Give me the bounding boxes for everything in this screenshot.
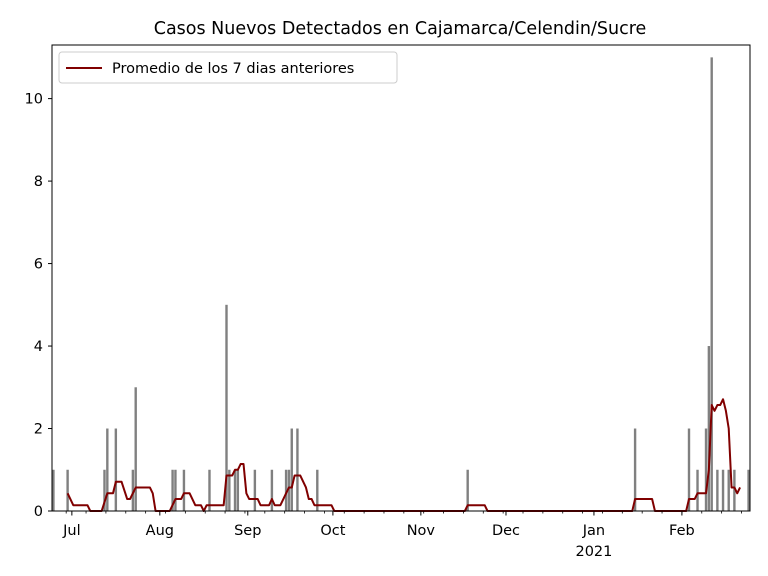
bar <box>228 469 231 511</box>
x-tick-label: Dec <box>492 523 520 539</box>
y-tick-label: 10 <box>25 92 43 108</box>
y-tick-label: 4 <box>34 339 43 355</box>
x-tick-label: Feb <box>669 523 695 539</box>
bar <box>316 469 319 511</box>
bar <box>134 387 137 511</box>
average-line-series <box>66 398 741 512</box>
bar <box>466 469 469 511</box>
x-axis: Jul Aug Sep Oct Nov Dec Jan 2021 Feb <box>62 511 742 560</box>
bar <box>696 469 699 511</box>
bar <box>747 469 750 511</box>
bar <box>182 469 186 511</box>
bar <box>633 428 637 511</box>
bar-series <box>52 57 750 512</box>
plot-frame <box>51 44 751 512</box>
bar <box>208 469 211 511</box>
bar <box>727 469 730 511</box>
bar <box>131 469 135 511</box>
y-axis: 0 2 4 6 8 10 <box>25 92 52 520</box>
x-tick-label: Nov <box>407 523 436 539</box>
x-tick-label: Oct <box>320 523 345 539</box>
bar <box>284 469 288 511</box>
bar <box>287 469 291 511</box>
legend: Promedio de los 7 dias anteriores <box>58 51 398 84</box>
bar <box>174 469 177 511</box>
bar <box>66 469 69 511</box>
x-tick-sublabel: 2021 <box>575 544 612 560</box>
legend-label: Promedio de los 7 dias anteriores <box>112 61 354 77</box>
x-tick-label: Jul <box>62 523 81 539</box>
y-tick-label: 8 <box>34 174 43 190</box>
x-tick-label: Aug <box>146 523 174 539</box>
bar <box>171 469 174 511</box>
y-tick-label: 6 <box>34 257 43 273</box>
bar <box>253 469 257 511</box>
bar <box>103 469 106 511</box>
bar <box>687 428 691 511</box>
bar <box>114 428 118 511</box>
bar <box>721 469 725 511</box>
y-tick-label: 2 <box>34 422 43 438</box>
average-line <box>66 398 741 512</box>
bar <box>270 469 274 511</box>
x-tick-label: Jan <box>582 523 605 539</box>
bar <box>733 469 736 511</box>
legend-box <box>58 51 398 84</box>
bar <box>52 469 55 511</box>
bar <box>225 304 228 511</box>
bar <box>233 469 237 511</box>
bar <box>716 469 719 511</box>
bar <box>710 57 713 512</box>
bar <box>707 346 711 511</box>
x-tick-label: Sep <box>234 523 261 539</box>
chart-title: Casos Nuevos Detectados en Cajamarca/Cel… <box>154 19 647 39</box>
y-tick-label: 0 <box>34 504 43 520</box>
bar <box>704 428 708 511</box>
bar <box>236 469 240 511</box>
bar <box>296 428 299 511</box>
bar <box>290 428 293 511</box>
bar <box>106 428 109 511</box>
